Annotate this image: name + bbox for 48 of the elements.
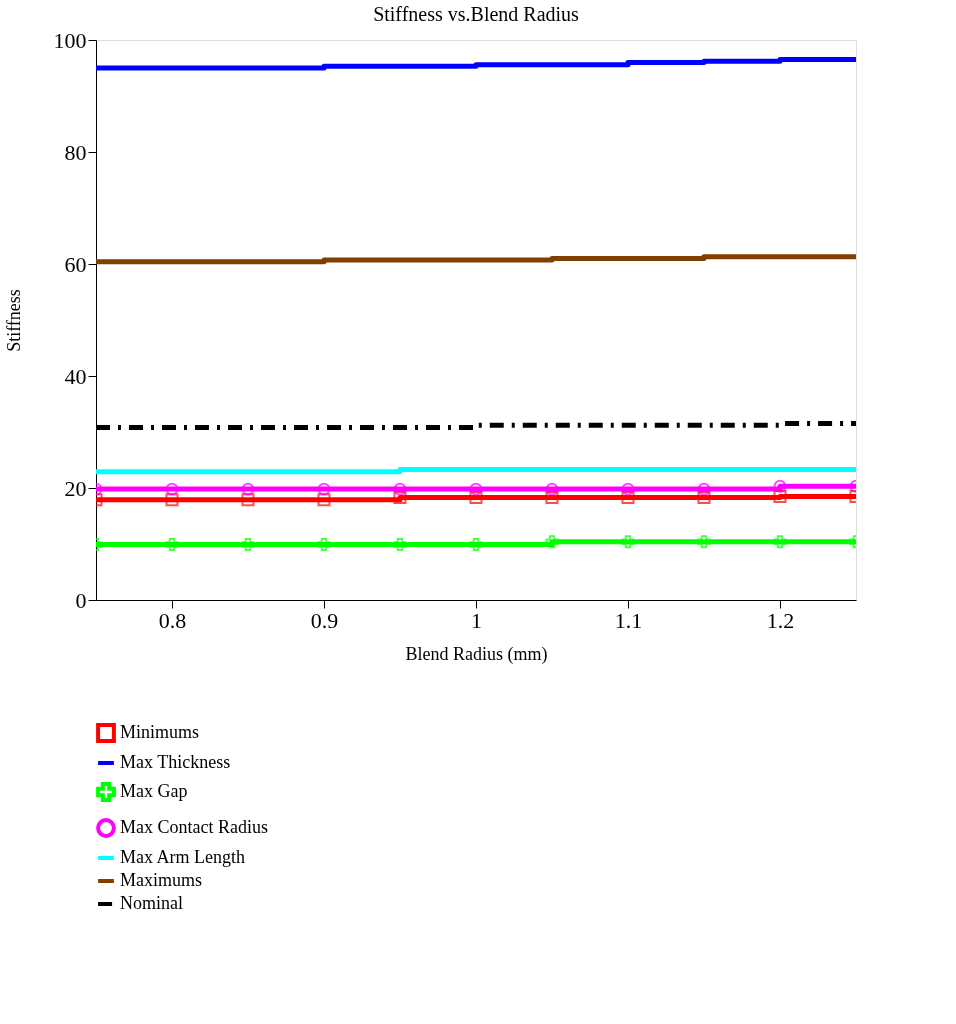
point — [317, 482, 331, 496]
point — [621, 491, 635, 504]
legend-label: Nominal — [120, 893, 183, 913]
point — [469, 491, 483, 504]
point — [545, 482, 559, 496]
legend-label: Minimums — [120, 722, 200, 742]
point — [697, 482, 711, 496]
x-axis-title: Blend Radius (mm) — [405, 643, 548, 665]
legend-label: Max Contact Radius — [120, 817, 268, 837]
point — [697, 491, 711, 504]
point — [241, 493, 255, 507]
point — [621, 482, 635, 496]
point — [393, 482, 407, 496]
y-tick-label: 40 — [64, 363, 87, 389]
point — [165, 482, 179, 496]
point — [773, 479, 787, 493]
point — [317, 493, 331, 507]
y-axis-title: Stiffness — [3, 289, 24, 352]
legend-label: Max Gap — [120, 781, 188, 801]
y-tick-label: 20 — [64, 475, 87, 501]
legend-label: Max Thickness — [120, 752, 231, 772]
point — [393, 538, 407, 552]
point — [241, 482, 255, 496]
point — [469, 538, 483, 552]
y-tick-label: 100 — [53, 27, 87, 53]
chart-title: Stiffness vs.Blend Radius — [373, 3, 580, 25]
y-tick-label: 0 — [75, 587, 87, 613]
legend-label: Max Arm Length — [120, 847, 245, 867]
y-tick-label: 80 — [64, 139, 87, 165]
legend-label: Maximums — [120, 870, 203, 890]
x-tick-label: 0.8 — [158, 607, 187, 633]
point — [317, 538, 331, 552]
point — [545, 491, 559, 504]
point — [165, 538, 179, 552]
point — [773, 489, 787, 503]
point — [621, 535, 635, 549]
x-tick-label: 1.2 — [766, 607, 795, 633]
x-tick-label: 1.1 — [614, 607, 643, 633]
x-tick-label: 1 — [471, 607, 482, 633]
y-tick-label: 60 — [64, 251, 87, 277]
point — [697, 535, 711, 549]
point — [165, 493, 179, 507]
point — [241, 538, 255, 552]
x-tick-label: 0.9 — [310, 607, 339, 633]
point — [773, 535, 787, 549]
point — [393, 491, 407, 504]
point — [545, 535, 559, 549]
point — [469, 482, 483, 496]
